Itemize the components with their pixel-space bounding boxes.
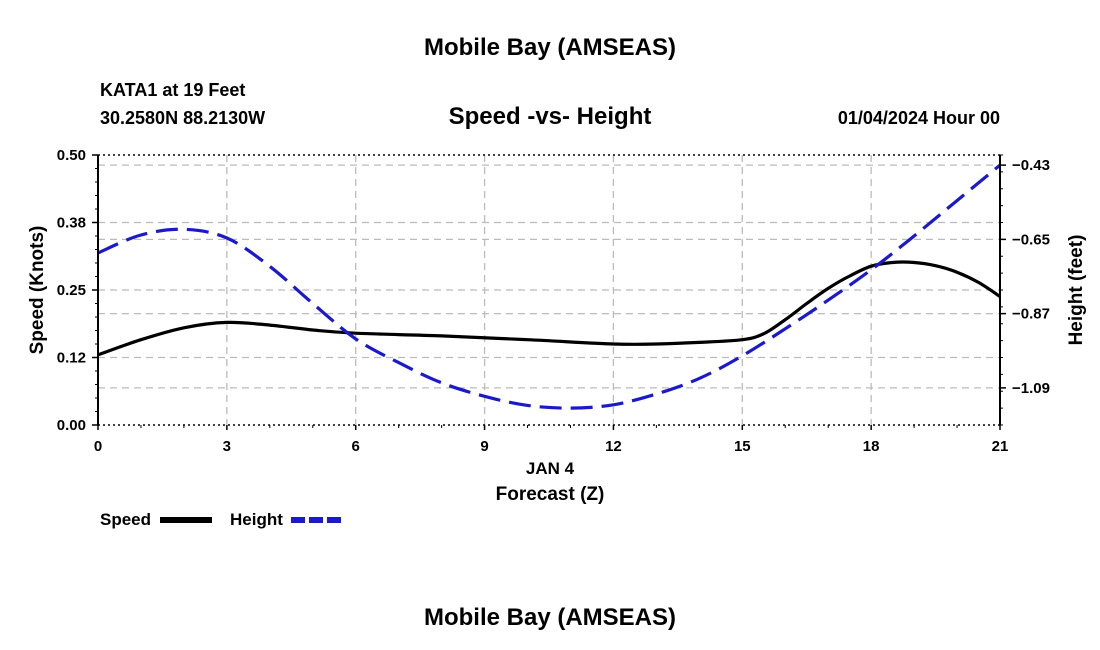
x-tick-label-6: 6	[352, 438, 360, 455]
x-tick-label-9: 9	[480, 438, 488, 455]
y2-tick-label-1: −0.65	[1012, 231, 1050, 248]
y-tick-label-0.12: 0.12	[57, 350, 86, 367]
x-tick-label-0: 0	[94, 438, 102, 455]
x-tick-label-12: 12	[605, 438, 622, 455]
y-tick-label-0.00: 0.00	[57, 417, 86, 434]
y2-axis-label: Height (feet)	[1066, 235, 1087, 346]
y2-tick-label-0: −0.43	[1012, 157, 1050, 174]
height-series-line	[97, 163, 1002, 410]
grid-lines	[98, 155, 1000, 425]
x-tick-label-18: 18	[863, 438, 880, 455]
chart-subtitle: Speed -vs- Height	[449, 103, 652, 130]
x-tick-label-3: 3	[223, 438, 231, 455]
series-lines	[97, 163, 1002, 410]
y-axis-label: Speed (Knots)	[27, 226, 48, 355]
footer-title: Mobile Bay (AMSEAS)	[424, 604, 676, 631]
axes: 0 3 6 9 12 15 18 21 0.00 0.12 0.25 0.38 0.50 −0.43 −0.…	[57, 147, 1050, 455]
legend-speed-label: Speed	[100, 510, 151, 529]
main-title: Mobile Bay (AMSEAS)	[424, 34, 676, 61]
speed-series-line	[97, 260, 1001, 357]
x-axis-date-label: JAN 4	[526, 459, 575, 478]
y-tick-label-0.38: 0.38	[57, 215, 86, 232]
y2-tick-label-3: −1.09	[1012, 380, 1050, 397]
x-tick-label-15: 15	[734, 438, 751, 455]
datetime-label: 01/04/2024 Hour 00	[838, 108, 1000, 128]
station-label: KATA1 at 19 Feet	[100, 80, 245, 100]
x-axis-label: Forecast (Z)	[496, 484, 605, 505]
y2-tick-label-2: −0.87	[1012, 306, 1050, 323]
legend-height-label: Height	[230, 510, 283, 529]
legend: Speed Height	[100, 510, 342, 529]
x-tick-label-21: 21	[992, 438, 1009, 455]
y-tick-label-0.50: 0.50	[57, 147, 86, 164]
y-tick-label-0.25: 0.25	[57, 282, 86, 299]
coordinates-label: 30.2580N 88.2130W	[100, 108, 265, 128]
